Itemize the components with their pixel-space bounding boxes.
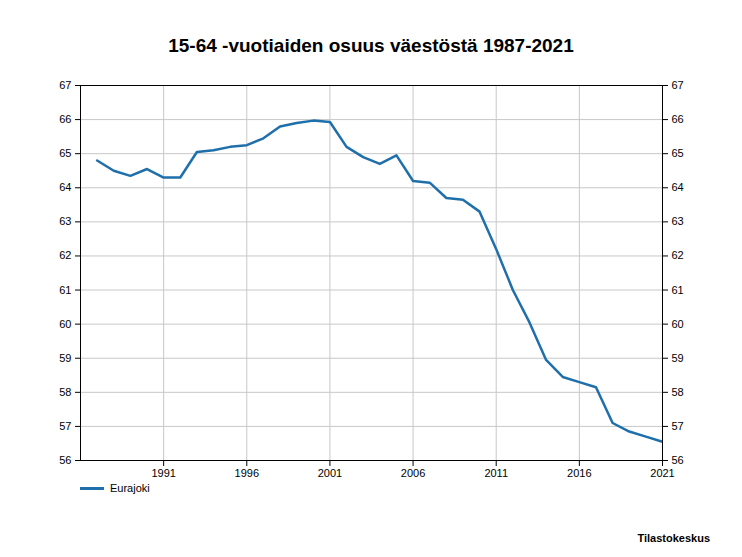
svg-text:60: 60 [672,318,684,330]
svg-text:1996: 1996 [235,467,259,479]
svg-text:58: 58 [59,386,71,398]
svg-text:66: 66 [59,113,71,125]
html-text:Tilastokeskus: Tilastokeskus [637,532,710,544]
svg-text:57: 57 [59,420,71,432]
svg-text:2016: 2016 [567,467,591,479]
svg-text:59: 59 [672,352,684,364]
html-text:15-64 -vuotiaiden osuus väestö: 15-64 -vuotiaiden osuus väestöstä 1987-2… [168,35,574,56]
svg-text:59: 59 [59,352,71,364]
svg-text:65: 65 [59,147,71,159]
svg-text:66: 66 [672,113,684,125]
svg-text:2006: 2006 [401,467,425,479]
svg-text:64: 64 [59,181,71,193]
svg-text:2011: 2011 [484,467,508,479]
svg-text:58: 58 [672,386,684,398]
svg-text:67: 67 [672,79,684,91]
svg-text:63: 63 [59,215,71,227]
svg-text:63: 63 [672,215,684,227]
svg-text:61: 61 [672,284,684,296]
svg-text:64: 64 [672,181,684,193]
svg-text:62: 62 [672,249,684,261]
svg-text:67: 67 [59,79,71,91]
svg-text:57: 57 [672,420,684,432]
svg-text:61: 61 [59,284,71,296]
svg-text:1991: 1991 [151,467,175,479]
html-text:Eurajoki: Eurajoki [110,482,150,494]
svg-text:2021: 2021 [650,467,674,479]
svg-text:56: 56 [672,454,684,466]
svg-text:62: 62 [59,249,71,261]
svg-text:60: 60 [59,318,71,330]
svg-text:2001: 2001 [318,467,342,479]
svg-text:65: 65 [672,147,684,159]
svg-text:56: 56 [59,454,71,466]
